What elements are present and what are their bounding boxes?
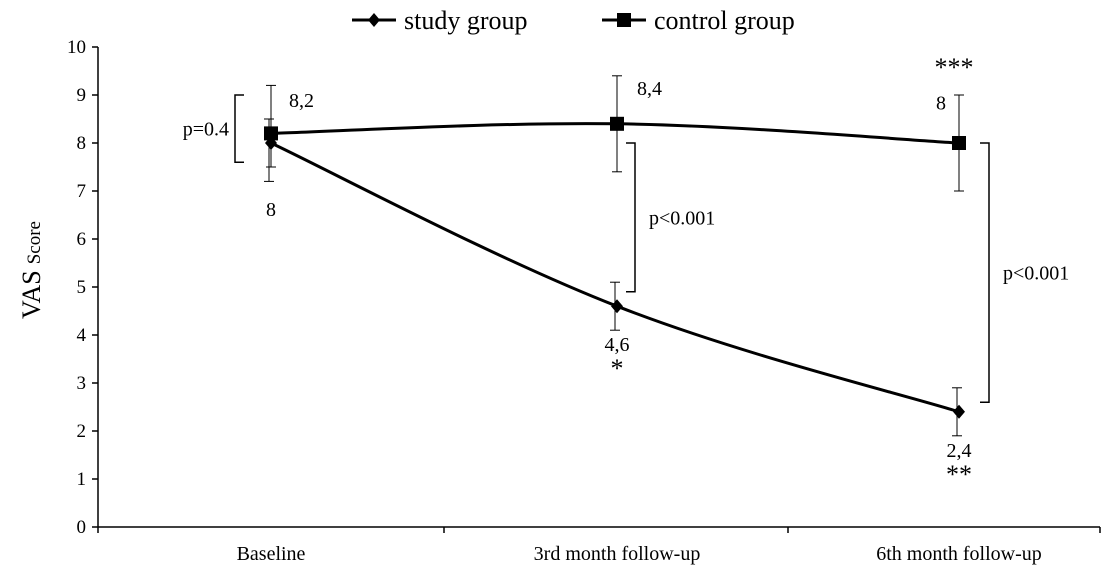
significance-brackets: p=0.4 p<0.001 p<0.001 [183, 94, 1069, 403]
legend-marker [368, 13, 380, 27]
data-point [611, 299, 623, 314]
legend-marker [617, 13, 631, 27]
y-tick-label: 5 [77, 277, 87, 298]
legend-label: control group [654, 6, 795, 35]
series-study-group: 8 4,6* 2,4** [264, 118, 972, 489]
y-ticks: 0 1 2 3 4 5 6 7 8 9 10 [67, 37, 98, 538]
y-axis-label-main: VAS [17, 270, 46, 319]
data-point [264, 126, 278, 141]
y-tick-label: 10 [67, 37, 86, 58]
y-axis-label-small: Score [24, 221, 45, 264]
y-tick-label: 1 [77, 469, 87, 490]
series: 8 4,6* 2,4** 8,2 8,4 8 *** [264, 53, 974, 489]
data-label: 8 [936, 92, 946, 114]
y-tick-label: 4 [77, 325, 87, 346]
significance-stars: ** [946, 460, 972, 489]
data-label: 8,2 [289, 90, 314, 112]
x-category-label: 6th month follow-up [876, 543, 1042, 565]
y-tick-label: 0 [77, 517, 87, 538]
legend: study group control group [352, 6, 795, 35]
x-category-label: Baseline [237, 543, 306, 565]
data-point [953, 404, 965, 419]
legend-study-group: study group [352, 6, 528, 35]
p-value-bracket [234, 94, 244, 163]
significance-stars: * [611, 354, 624, 383]
data-label: 2,4 [947, 440, 972, 462]
p-value-bracket [626, 142, 636, 293]
y-tick-label: 6 [77, 229, 87, 250]
y-tick-label: 9 [77, 85, 87, 106]
data-label: 8 [266, 199, 276, 221]
p-value-bracket [980, 142, 990, 403]
p-value-label: p=0.4 [183, 119, 229, 141]
series-control-group: 8,2 8,4 8 *** [264, 53, 974, 192]
data-point [610, 116, 624, 131]
y-tick-label: 7 [77, 181, 87, 202]
x-category-label: 3rd month follow-up [534, 543, 701, 565]
y-tick-label: 3 [77, 373, 87, 394]
p-value-label: p<0.001 [649, 207, 715, 229]
legend-control-group: control group [602, 6, 795, 35]
y-tick-label: 8 [77, 133, 87, 154]
data-label: 8,4 [637, 78, 662, 100]
data-label: 4,6 [605, 334, 630, 356]
data-point [952, 136, 966, 150]
significance-stars: *** [935, 53, 974, 82]
y-tick-label: 2 [77, 421, 87, 442]
x-categories: Baseline 3rd month follow-up 6th month fol… [97, 527, 1101, 565]
y-axis-label: VAS Score [17, 221, 46, 319]
legend-label: study group [404, 6, 528, 35]
p-value-label: p<0.001 [1003, 263, 1069, 285]
